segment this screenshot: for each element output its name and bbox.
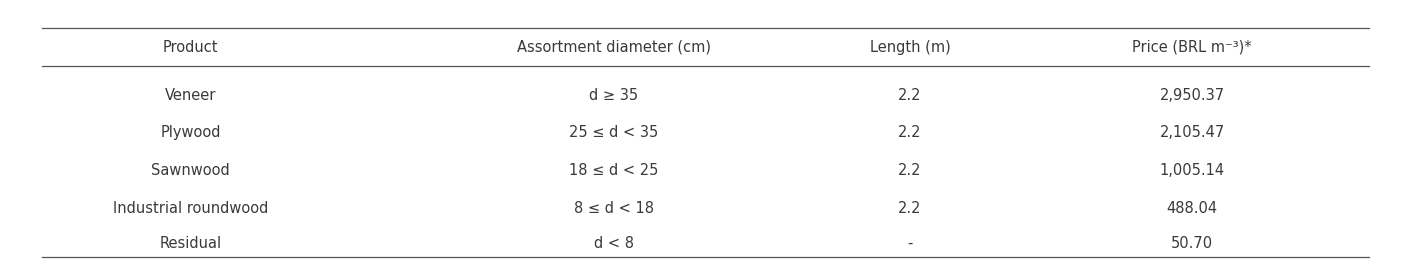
- Text: d ≥ 35: d ≥ 35: [590, 87, 638, 103]
- Text: Assortment diameter (cm): Assortment diameter (cm): [516, 40, 711, 55]
- Text: Residual: Residual: [159, 236, 222, 251]
- Text: 2,950.37: 2,950.37: [1160, 87, 1225, 103]
- Text: 488.04: 488.04: [1167, 201, 1218, 216]
- Text: Industrial roundwood: Industrial roundwood: [113, 201, 268, 216]
- Text: d < 8: d < 8: [594, 236, 634, 251]
- Text: Veneer: Veneer: [165, 87, 216, 103]
- Text: Price (BRL m⁻³)*: Price (BRL m⁻³)*: [1133, 40, 1252, 55]
- Text: 1,005.14: 1,005.14: [1160, 163, 1225, 178]
- Text: 2.2: 2.2: [899, 125, 921, 140]
- Text: 50.70: 50.70: [1171, 236, 1213, 251]
- Text: Length (m): Length (m): [869, 40, 951, 55]
- Text: 2.2: 2.2: [899, 201, 921, 216]
- Text: 2.2: 2.2: [899, 87, 921, 103]
- Text: 25 ≤ d < 35: 25 ≤ d < 35: [569, 125, 659, 140]
- Text: 18 ≤ d < 25: 18 ≤ d < 25: [569, 163, 659, 178]
- Text: Plywood: Plywood: [161, 125, 220, 140]
- Text: 2.2: 2.2: [899, 163, 921, 178]
- Text: Sawnwood: Sawnwood: [151, 163, 230, 178]
- Text: Product: Product: [162, 40, 219, 55]
- Text: -: -: [907, 236, 913, 251]
- Text: 2,105.47: 2,105.47: [1160, 125, 1225, 140]
- Text: 8 ≤ d < 18: 8 ≤ d < 18: [574, 201, 653, 216]
